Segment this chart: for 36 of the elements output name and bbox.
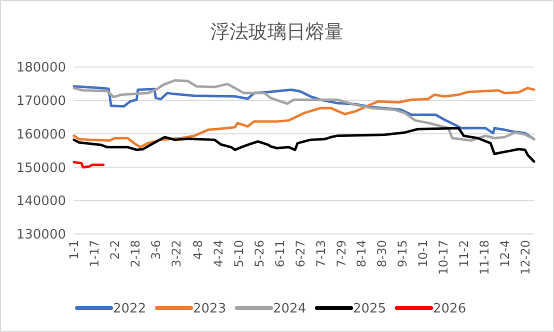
legend-label: 2022 (113, 302, 146, 317)
y-tick-label: 150000 (16, 160, 66, 176)
y-tick-label: 140000 (16, 194, 66, 210)
x-tick-label: 2-2 (108, 240, 122, 260)
line-series (72, 126, 536, 163)
x-tick-label: 4-8 (191, 240, 206, 260)
x-tick-label: 7-29 (334, 240, 348, 268)
y-tick-label: 130000 (16, 228, 66, 243)
x-tick-label: 7-13 (314, 240, 328, 268)
x-tick-label: 1-1 (67, 240, 82, 260)
chart-title: 浮法玻璃日熔量 (210, 21, 344, 43)
x-tick-label: 10-17 (436, 240, 450, 275)
x-tick-label: 3-6 (148, 240, 163, 260)
x-tick-label: 12-4 (498, 240, 512, 268)
legend-label: 2023 (193, 302, 226, 317)
x-tick-label: 5-10 (232, 240, 246, 268)
x-tick-label: 2-18 (128, 240, 143, 268)
x-tick-label: 6-11 (272, 240, 287, 268)
y-tick-label: 170000 (16, 94, 66, 109)
x-tick-label: 9-15 (396, 240, 410, 268)
x-tick-label: 10-1 (416, 240, 430, 268)
legend-label: 2026 (433, 302, 466, 317)
x-tick-label: 8-14 (354, 240, 369, 268)
x-tick-label: 6-27 (293, 240, 308, 268)
y-tick-label: 180000 (16, 60, 66, 76)
x-tick-label: 11-2 (456, 240, 471, 268)
y-tick-label: 160000 (16, 127, 66, 142)
x-tick-label: 1-17 (88, 240, 102, 268)
x-tick-label: 5-26 (252, 240, 266, 268)
x-tick-label: 11-18 (477, 240, 492, 275)
x-tick-label: 4-24 (212, 240, 226, 268)
x-tick-label: 12-20 (518, 240, 532, 275)
legend-label: 2025 (353, 302, 386, 317)
legend-label: 2024 (273, 302, 306, 317)
x-tick-label: 8-30 (375, 240, 390, 268)
x-tick-label: 3-22 (169, 240, 184, 268)
